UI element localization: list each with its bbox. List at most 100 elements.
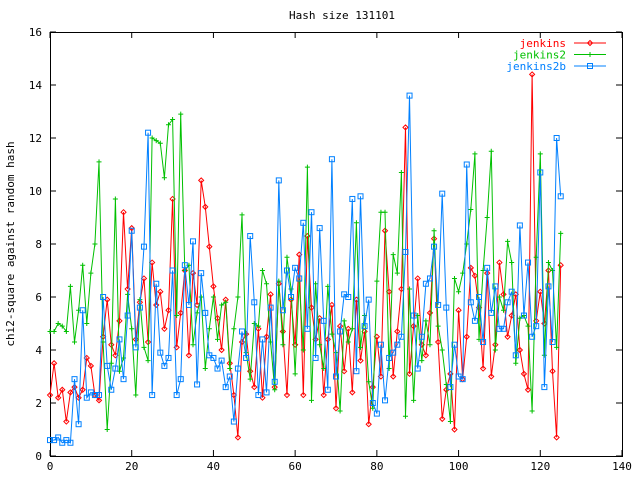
x-tick-label: 0 [47,460,54,473]
data-point [317,342,323,348]
data-point [537,151,543,157]
x-tick-label: 100 [449,460,469,473]
data-point [132,344,139,351]
data-point [288,294,295,300]
data-point [202,366,208,372]
legend-label: jenkins2b [506,60,566,73]
data-point [345,339,351,345]
data-point [279,328,287,335]
data-point [320,391,327,399]
data-point [50,360,58,367]
data-point [231,326,237,332]
data-point [100,294,107,300]
data-point [525,323,531,329]
data-point [283,391,291,399]
data-point [223,299,229,305]
data-point [63,328,69,334]
data-point [411,397,417,403]
data-point [357,193,364,200]
data-point [267,304,274,311]
data-point [488,373,495,380]
data-point [431,228,437,234]
data-point [75,394,82,401]
data-point [296,275,303,282]
data-point [472,151,478,157]
data-point [95,397,103,404]
data-point [345,325,352,333]
data-point [51,328,57,334]
data-point [492,283,499,290]
series-line-jenkins2b [50,95,562,444]
data-point [557,261,564,269]
data-point [206,326,212,332]
data-point [215,336,221,342]
data-point [54,394,62,401]
data-point [247,233,254,240]
data-point [382,397,389,404]
data-point [528,71,536,78]
data-point [377,341,384,348]
data-point [418,333,425,340]
data-point [353,220,359,226]
data-point [439,347,445,353]
data-point [104,362,111,369]
y-tick-label: 14 [29,79,43,92]
data-point [516,222,523,229]
data-point [300,347,306,353]
data-point [284,254,290,260]
data-point [161,175,167,181]
legend-label: jenkins2 [513,49,566,62]
data-point [112,365,119,372]
data-point [459,376,466,383]
data-point [451,275,457,281]
data-point [455,307,462,314]
data-point [124,312,131,319]
data-point [390,252,396,258]
series-jenkins2b [47,92,564,446]
data-point [275,177,282,184]
chart-title: Hash size 131101 [289,9,395,22]
data-point [263,333,270,340]
data-point [165,122,171,128]
data-point [173,392,180,399]
data-point [353,368,360,375]
data-point [300,391,307,399]
data-point [59,323,65,329]
y-axis-label: chi2-square against random hash [4,141,17,346]
data-point [414,275,421,282]
data-point [300,219,307,226]
data-point [479,365,487,372]
legend-label: jenkins [520,37,566,50]
data-point [194,381,201,388]
data-point [488,148,494,154]
data-point [190,238,196,245]
data-point [133,392,139,398]
data-point [505,238,511,244]
data-point [157,288,164,295]
data-point [251,299,258,306]
data-point [554,344,560,350]
data-point [419,358,425,364]
legend-marker [587,52,593,57]
data-point [255,392,262,399]
data-point [434,338,442,346]
data-point [488,309,495,316]
axis-ticks: 0 20 40 60 80 100 120 140 0 2 4 6 8 10 12 14 16 [29,26,632,473]
data-point [210,283,217,290]
data-point [509,260,515,266]
data-point [374,278,380,284]
data-point [422,280,429,287]
data-point [230,418,237,425]
data-point [369,383,376,391]
data-point [516,346,524,354]
data-point [202,203,209,211]
data-point [55,321,61,326]
data-point [328,301,336,309]
data-point [239,328,246,335]
data-point [549,367,556,375]
data-point [198,294,204,300]
data-point [504,299,511,306]
data-point [427,342,433,348]
data-point [435,323,441,329]
